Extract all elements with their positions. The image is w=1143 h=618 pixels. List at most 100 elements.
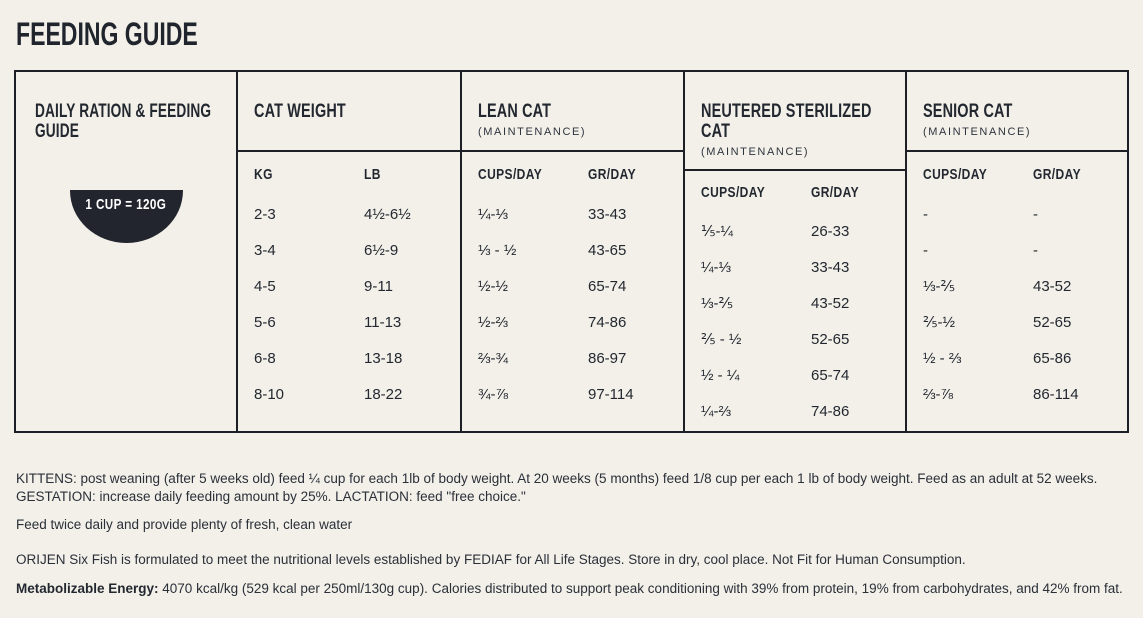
- unit-header-a: CUPS/DAY: [701, 183, 766, 201]
- table-row: 4-5 9-11: [238, 268, 460, 304]
- fediaf-note: ORIJEN Six Fish is formulated to meet th…: [16, 551, 966, 567]
- unit-header-a: KG: [254, 165, 273, 183]
- unit-header-b: GR/DAY: [1033, 165, 1081, 183]
- gr-per-day-value: 65-74: [811, 366, 850, 384]
- table-row: ⅖-½ 52-65: [907, 304, 1127, 340]
- unit-header-a: CUPS/DAY: [923, 165, 988, 183]
- kg-value: 3-4: [254, 241, 276, 259]
- cups-per-day-value: ½-⅔: [478, 313, 509, 331]
- table-row: ¼-⅔ 74-86: [685, 393, 905, 429]
- gr-per-day-value: 52-65: [811, 330, 850, 348]
- cups-per-day-value: ¼-⅓: [701, 258, 732, 276]
- table-row: ⅕-¼ 26-33: [685, 213, 905, 249]
- units-header-row: KG LB: [238, 152, 460, 196]
- cups-per-day-value: ½ - ⅔: [923, 349, 962, 367]
- metabolizable-energy-label: Metabolizable Energy:: [16, 581, 159, 596]
- table-row: ⅓-⅖ 43-52: [685, 285, 905, 321]
- lb-value: 13-18: [364, 349, 403, 367]
- table-row: ⅓ - ½ 43-65: [462, 232, 683, 268]
- cups-per-day-value: ⅓-⅖: [701, 295, 734, 312]
- units-header-row: CUPS/DAY GR/DAY: [462, 152, 683, 196]
- cups-per-day-value: ½ - ¼: [701, 366, 740, 384]
- kg-value: 4-5: [254, 277, 276, 295]
- table-row: 5-6 11-13: [238, 304, 460, 340]
- unit-header-b: LB: [364, 165, 381, 183]
- column-header: NEUTERED STERILIZED CAT (MAINTENANCE): [685, 72, 905, 171]
- cup-measure-badge: 1 CUP = 120G: [69, 190, 183, 243]
- table-row: ⅓-⅖ 43-52: [907, 268, 1127, 304]
- daily-ration-title: DAILY RATION & FEEDING GUIDE: [35, 101, 212, 142]
- cups-per-day-value: ⅕-¼: [701, 223, 734, 240]
- cups-per-day-value: ¼-⅔: [701, 402, 732, 420]
- water-note: Feed twice daily and provide plenty of f…: [16, 517, 353, 532]
- table-row: ¼-⅓ 33-43: [462, 196, 683, 232]
- gr-per-day-value: 43-65: [588, 241, 627, 259]
- gr-per-day-value: 97-114: [588, 385, 634, 403]
- cups-per-day-value: ⅓-⅖: [923, 278, 956, 295]
- column-daily-ration: DAILY RATION & FEEDING GUIDE 1 CUP = 120…: [16, 72, 238, 431]
- gr-per-day-value: 65-74: [588, 277, 627, 295]
- table-row: 8-10 18-22: [238, 376, 460, 412]
- table-row: ½-⅔ 74-86: [462, 304, 683, 340]
- unit-header-b: GR/DAY: [588, 165, 636, 183]
- cup-measure-label: 1 CUP = 120G: [85, 196, 167, 213]
- column-neutered-sterilized-cat: NEUTERED STERILIZED CAT (MAINTENANCE) CUPS…: [685, 72, 907, 431]
- cups-per-day-value: ⅓ - ½: [478, 241, 517, 259]
- gr-per-day-value: 86-97: [588, 349, 627, 367]
- column-subtitle: (MAINTENANCE): [478, 126, 587, 138]
- kittens-note: KITTENS: post weaning (after 5 weeks old…: [16, 471, 1098, 486]
- gr-per-day-value: 43-52: [1033, 277, 1072, 295]
- column-header: LEAN CAT (MAINTENANCE): [462, 72, 683, 152]
- cups-per-day-value: -: [923, 241, 928, 259]
- gr-per-day-value: 52-65: [1033, 313, 1072, 331]
- column-title: NEUTERED STERILIZED CAT: [701, 101, 872, 142]
- cups-per-day-value: ¼-⅓: [478, 205, 509, 223]
- cups-per-day-value: -: [923, 205, 928, 223]
- gr-per-day-value: 74-86: [811, 402, 850, 420]
- page-title: FEEDING GUIDE: [16, 16, 198, 52]
- table-row: ½ - ¼ 65-74: [685, 357, 905, 393]
- lb-value: 11-13: [364, 313, 402, 331]
- cups-per-day-value: ⅖ - ½: [701, 331, 742, 348]
- column-subtitle: (MAINTENANCE): [701, 146, 810, 158]
- units-header-row: CUPS/DAY GR/DAY: [685, 171, 905, 213]
- lb-value: 18-22: [364, 385, 403, 403]
- gr-per-day-value: 86-114: [1033, 385, 1079, 403]
- unit-header-b: GR/DAY: [811, 183, 859, 201]
- column-header: CAT WEIGHT: [238, 72, 460, 152]
- gr-per-day-value: 26-33: [811, 222, 850, 240]
- kg-value: 8-10: [254, 385, 285, 403]
- table-row: 3-4 6½-9: [238, 232, 460, 268]
- units-header-row: CUPS/DAY GR/DAY: [907, 152, 1127, 196]
- cups-per-day-value: ⅔-⅞: [923, 385, 954, 403]
- column-title: CAT WEIGHT: [254, 101, 346, 122]
- column-cat-weight: CAT WEIGHT KG LB 2-3 4½-6½ 3-4 6½-9 4-5 9-11 5-6 1…: [238, 72, 462, 431]
- gr-per-day-value: 74-86: [588, 313, 627, 331]
- cups-per-day-value: ⅖-½: [923, 314, 956, 331]
- footer-notes: KITTENS: post weaning (after 5 weeks old…: [16, 470, 1127, 598]
- column-senior-cat: SENIOR CAT (MAINTENANCE) CUPS/DAY GR/DAY - - -…: [907, 72, 1127, 431]
- feeding-table: DAILY RATION & FEEDING GUIDE 1 CUP = 120…: [14, 70, 1129, 433]
- gr-per-day-value: -: [1033, 205, 1038, 223]
- column-title: SENIOR CAT: [923, 101, 1013, 122]
- table-row: ¼-⅓ 33-43: [685, 249, 905, 285]
- gr-per-day-value: 43-52: [811, 294, 850, 312]
- gr-per-day-value: 65-86: [1033, 349, 1072, 367]
- table-row: ⅔-⅞ 86-114: [907, 376, 1127, 412]
- table-row: --: [907, 232, 1127, 268]
- kg-value: 6-8: [254, 349, 276, 367]
- table-row: ⅔-¾ 86-97: [462, 340, 683, 376]
- column-subtitle: (MAINTENANCE): [923, 126, 1032, 138]
- lb-value: 9-11: [364, 277, 393, 295]
- table-row: ½ - ⅔ 65-86: [907, 340, 1127, 376]
- column-title: LEAN CAT: [478, 101, 552, 122]
- metabolizable-energy-note: Metabolizable Energy: 4070 kcal/kg (529 …: [16, 580, 1127, 598]
- lb-value: 6½-9: [364, 241, 399, 259]
- table-row: 2-3 4½-6½: [238, 196, 460, 232]
- kg-value: 5-6: [254, 313, 276, 331]
- lb-value: 4½-6½: [364, 205, 411, 223]
- unit-header-a: CUPS/DAY: [478, 165, 543, 183]
- gestation-lactation-note: GESTATION: increase daily feeding amount…: [16, 488, 526, 504]
- kg-value: 2-3: [254, 205, 276, 223]
